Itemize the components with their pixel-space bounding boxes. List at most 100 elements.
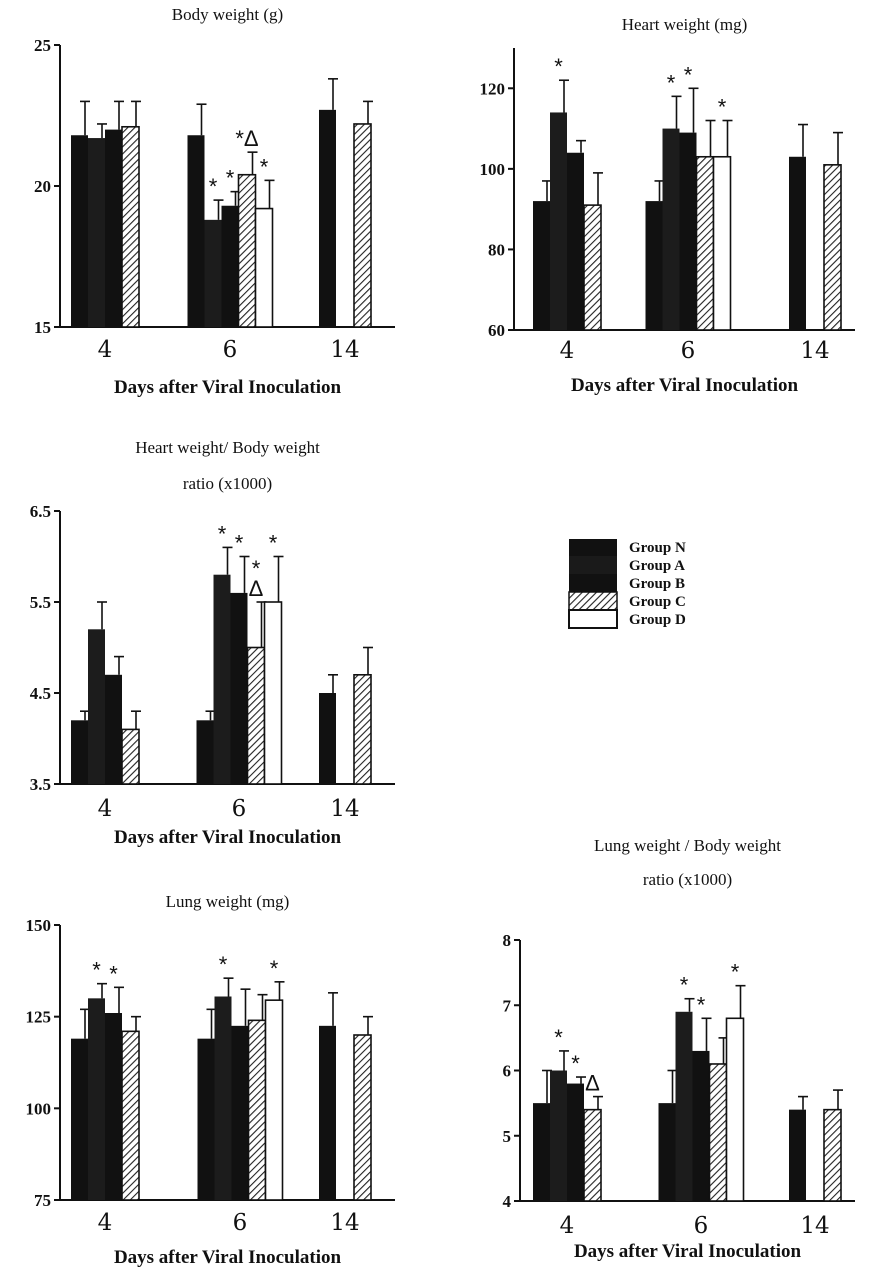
chart-panel-4: Lung weight (mg) 75 100 125 150 4 6 14 Days afte… xyxy=(26,892,395,1268)
bar-group-n-day-4 xyxy=(533,201,550,330)
bar-group-n-day-6 xyxy=(196,720,214,784)
bar-group-c-day-4 xyxy=(121,728,140,785)
legend-label-group-d: Group D xyxy=(629,612,686,628)
significance-marker-asterisk: * xyxy=(718,95,727,120)
bar-group-b-day-6 xyxy=(221,205,239,327)
x-tick-label: 6 xyxy=(681,338,696,364)
significance-marker-asterisk: * xyxy=(554,1025,563,1050)
bar-group-a-day-4 xyxy=(88,138,105,327)
x-tick-label: 14 xyxy=(330,1210,359,1236)
bar-group-c-day-6 xyxy=(246,646,266,785)
chart-title: ratio (x1000) xyxy=(643,870,732,889)
legend-label-group-a: Group A xyxy=(629,558,685,574)
y-tick-label: 5.5 xyxy=(30,593,51,612)
x-tick-label: 4 xyxy=(98,796,113,822)
bar-group-c-day-14 xyxy=(353,123,372,328)
y-tick-label: 80 xyxy=(488,240,505,259)
x-tick-label: 4 xyxy=(98,337,113,363)
y-tick-label: 8 xyxy=(503,931,512,950)
bar-group-n-day-14 xyxy=(319,1025,336,1200)
chart-panel-3: Heart weight/ Body weight ratio (x1000) 3.… xyxy=(30,438,395,848)
bar-group-d-day-6 xyxy=(254,207,274,328)
bar-group-n-day-14 xyxy=(789,1109,806,1201)
legend-label-group-b: Group B xyxy=(629,576,685,592)
x-axis-label: Days after Viral Inoculation xyxy=(114,1247,342,1268)
bar-group-a-day-4 xyxy=(88,998,105,1200)
bar-group-d-day-6 xyxy=(712,155,732,331)
legend-swatch-group-n xyxy=(569,539,617,556)
bar-group-b-day-4 xyxy=(105,1013,122,1200)
bar-group-b-day-4 xyxy=(105,129,122,327)
y-tick-label: 20 xyxy=(34,177,51,196)
significance-marker-asterisk: * xyxy=(219,952,228,977)
bar-group-c-day-4 xyxy=(121,125,140,328)
bar-group-n-day-14 xyxy=(319,109,336,327)
x-tick-label: 4 xyxy=(560,338,575,364)
bar-group-b-day-4 xyxy=(105,674,122,784)
legend: Group N Group A Group B Group C Group D xyxy=(568,539,686,629)
x-axis-label: Days after Viral Inoculation xyxy=(114,377,342,398)
bar-group-b-day-6 xyxy=(679,132,697,330)
bar-group-n-day-4 xyxy=(533,1103,550,1201)
x-tick-label: 4 xyxy=(98,1210,113,1236)
significance-marker-asterisk: * xyxy=(684,62,693,87)
significance-marker-asterisk: * xyxy=(218,521,227,546)
significance-marker-asterisk: * xyxy=(680,973,689,998)
y-tick-label: 100 xyxy=(26,1099,52,1118)
y-tick-label: 15 xyxy=(34,318,51,337)
bar-group-n-day-14 xyxy=(789,156,806,330)
bar-group-c-day-4 xyxy=(583,204,602,331)
significance-marker-asterisk: * xyxy=(731,960,740,985)
significance-marker-asterisk: * xyxy=(260,154,269,179)
x-tick-label: 14 xyxy=(800,338,829,364)
bar-group-c-day-4 xyxy=(583,1108,602,1202)
y-tick-label: 100 xyxy=(480,160,506,179)
bar-group-n-day-6 xyxy=(658,1103,676,1201)
y-tick-label: 5 xyxy=(503,1127,512,1146)
bar-group-a-day-6 xyxy=(213,574,231,784)
y-tick-label: 150 xyxy=(26,916,52,935)
significance-marker-delta: Δ xyxy=(585,1071,600,1096)
significance-marker-asterisk: * xyxy=(209,174,218,199)
significance-marker-asterisk: * xyxy=(667,70,676,95)
bar-group-a-day-6 xyxy=(675,1011,693,1201)
bar-group-c-day-14 xyxy=(353,1034,372,1201)
bar-group-n-day-6 xyxy=(187,135,205,327)
x-tick-label: 14 xyxy=(330,796,359,822)
x-tick-label: 4 xyxy=(560,1213,575,1239)
x-axis-label: Days after Viral Inoculation xyxy=(574,1241,802,1262)
y-tick-label: 60 xyxy=(488,321,505,340)
legend-swatch-group-b xyxy=(569,574,617,592)
bar-group-c-day-14 xyxy=(823,1108,842,1202)
bar-group-c-day-6 xyxy=(708,1063,728,1202)
significance-marker-asterisk: * xyxy=(554,54,563,79)
bar-group-n-day-6 xyxy=(197,1038,215,1200)
bar-group-n-day-14 xyxy=(319,693,336,784)
bar-group-a-day-4 xyxy=(550,112,567,330)
y-tick-label: 7 xyxy=(503,996,512,1015)
bar-group-c-day-6 xyxy=(695,155,715,331)
bar-group-a-day-6 xyxy=(662,128,680,330)
bar-group-d-day-6 xyxy=(264,999,284,1201)
significance-marker-asterisk: * xyxy=(269,531,278,556)
bar-group-d-day-6 xyxy=(263,601,283,785)
y-tick-label: 125 xyxy=(26,1008,52,1027)
bar-group-a-day-6 xyxy=(214,996,232,1200)
x-tick-label: 6 xyxy=(223,337,238,363)
chart-title: Lung weight / Body weight xyxy=(594,836,781,855)
chart-title: Lung weight (mg) xyxy=(166,892,290,911)
significance-marker-asterisk: * xyxy=(226,166,235,191)
y-tick-label: 25 xyxy=(34,36,51,55)
significance-marker-asterisk: * xyxy=(109,961,118,986)
y-tick-label: 75 xyxy=(34,1191,51,1210)
x-tick-label: 14 xyxy=(330,337,359,363)
bar-group-c-day-6 xyxy=(237,173,257,328)
chart-title: Heart weight/ Body weight xyxy=(135,438,320,457)
bar-group-c-day-14 xyxy=(823,164,842,331)
bar-group-b-day-6 xyxy=(692,1050,710,1201)
significance-marker-asterisk: * xyxy=(235,531,244,556)
bar-group-n-day-4 xyxy=(71,720,88,784)
bar-group-n-day-6 xyxy=(645,201,663,330)
bar-group-c-day-6 xyxy=(247,1019,267,1201)
